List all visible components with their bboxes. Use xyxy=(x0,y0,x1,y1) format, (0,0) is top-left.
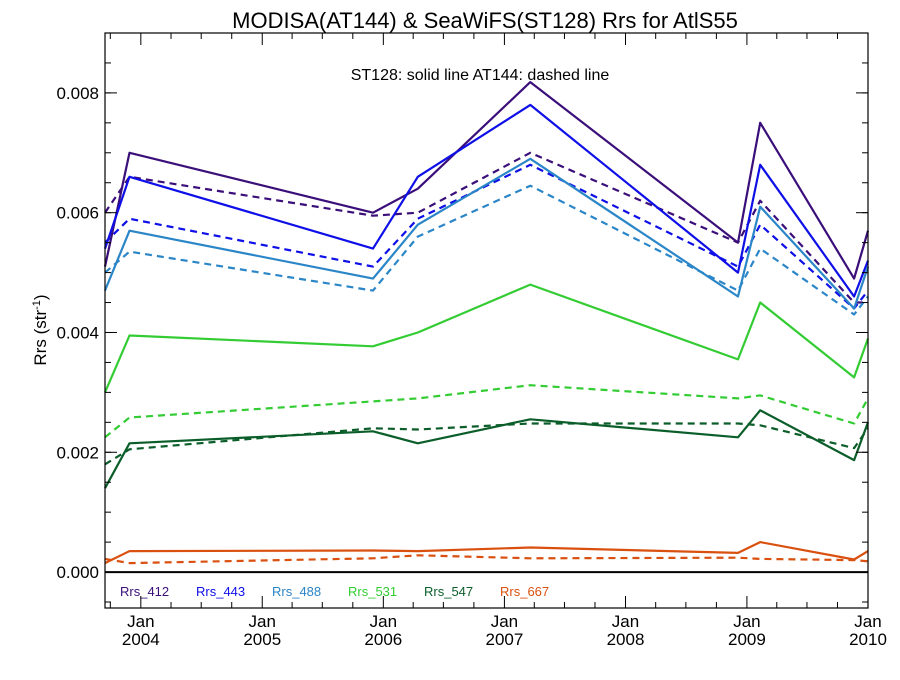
y-tick-label: 0.006 xyxy=(56,204,99,223)
y-tick-label: 0.002 xyxy=(56,443,99,462)
series-line-rrs-412-solid xyxy=(103,80,870,280)
x-tick-label-month: Jan xyxy=(491,612,518,631)
y-tick-label: 0.000 xyxy=(56,563,99,582)
plot-frame xyxy=(104,32,869,609)
x-tick-label-month: Jan xyxy=(370,612,397,631)
x-tick-label-month: Jan xyxy=(733,612,760,631)
x-tick-label-year: 2004 xyxy=(122,630,160,649)
legend-entry-rrs-412: Rrs_412 xyxy=(120,584,169,599)
series-line-rrs-488-solid xyxy=(103,157,870,310)
series-line-rrs-667-dashed xyxy=(104,554,869,565)
x-tick-label-year: 2006 xyxy=(364,630,402,649)
series-line-rrs-531-solid xyxy=(103,283,870,393)
y-axis-label-close: ) xyxy=(31,294,50,300)
series-line-rrs-547-solid xyxy=(104,409,870,489)
x-tick-label-year: 2008 xyxy=(607,630,645,649)
y-axis-label-superscript: -1 xyxy=(31,300,43,310)
y-axis-label: Rrs (str-1) xyxy=(31,294,50,365)
legend-entry-rrs-531: Rrs_531 xyxy=(348,584,397,599)
legend-entry-rrs-547: Rrs_547 xyxy=(424,584,473,599)
plot-area xyxy=(103,80,870,574)
legend-entry-rrs-443: Rrs_443 xyxy=(196,584,245,599)
x-tick-label-month: Jan xyxy=(854,612,881,631)
series-line-rrs-412-dashed xyxy=(104,151,868,304)
x-tick-label-month: Jan xyxy=(612,612,639,631)
y-tick-label: 0.004 xyxy=(56,323,99,342)
legend-entry-rrs-667: Rrs_667 xyxy=(500,584,549,599)
series-line-rrs-547-dashed xyxy=(104,422,869,466)
x-tick-label-year: 2005 xyxy=(243,630,281,649)
x-tick-label-year: 2010 xyxy=(849,630,887,649)
series-line-rrs-488-dashed xyxy=(104,184,869,316)
x-tick-label-year: 2009 xyxy=(728,630,766,649)
chart-title: MODISA(AT144) & SeaWiFS(ST128) Rrs for A… xyxy=(232,8,738,33)
axes: 0.0000.0020.0040.0060.008Jan2004Jan2005J… xyxy=(56,32,887,649)
legend-entry-rrs-488: Rrs_488 xyxy=(272,584,321,599)
series-line-rrs-531-dashed xyxy=(104,384,869,439)
x-tick-label-month: Jan xyxy=(127,612,154,631)
series-line-rrs-443-solid xyxy=(103,103,870,298)
x-tick-label-year: 2007 xyxy=(485,630,523,649)
y-axis-label-main: Rrs (str xyxy=(31,310,50,366)
chart-annotation: ST128: solid line AT144: dashed line xyxy=(351,67,610,84)
series-line-rrs-443-dashed xyxy=(104,163,869,310)
y-tick-label: 0.008 xyxy=(56,84,99,103)
x-tick-label-month: Jan xyxy=(249,612,276,631)
legend: Rrs_412 Rrs_443 Rrs_488 Rrs_531 Rrs_547 Rrs_6… xyxy=(120,584,549,599)
series-line-rrs-667-solid xyxy=(104,540,869,565)
